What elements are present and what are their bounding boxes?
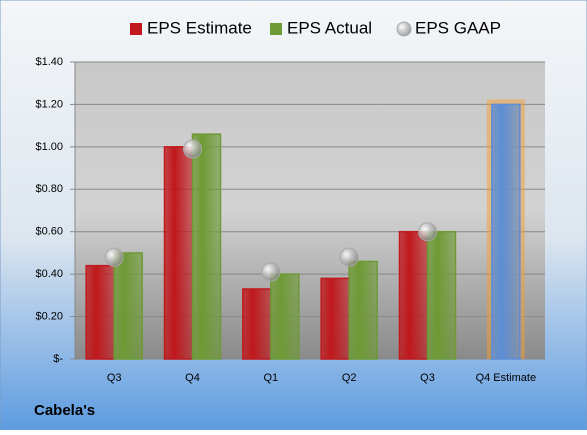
legend-marker [396,21,412,37]
x-tick-label: Q4 [185,372,200,384]
x-tick-label: Q3 [107,372,122,384]
scatter-point [104,247,124,267]
bar [426,230,457,360]
legend-marker [130,23,142,35]
x-tick-label: Q3 [420,372,435,384]
legend-label: EPS Estimate [147,18,252,37]
y-tick-label: $1.40 [35,56,63,68]
bar [163,146,194,360]
y-tick-label: $- [53,353,63,365]
x-tick-label: Q4 Estimate [476,372,537,384]
bar [320,277,350,360]
caption: Cabela's [34,402,95,419]
scatter-point [339,247,359,267]
bar [348,260,378,360]
legend-marker [270,23,282,35]
bar [113,252,143,360]
scatter-point [418,222,437,242]
y-tick-label: $0.80 [35,183,63,195]
bar [398,230,429,360]
legend-label: EPS GAAP [415,18,501,37]
plot-area [75,62,545,359]
y-tick-label: $1.20 [35,98,63,110]
y-tick-label: $0.40 [35,268,63,280]
scatter-point [183,139,202,159]
bar [491,103,521,360]
x-tick-label: Q1 [263,372,278,384]
y-tick-label: $0.20 [35,310,63,322]
legend-label: EPS Actual [287,18,372,37]
scatter-point [261,262,281,282]
y-tick-label: $0.60 [35,226,63,238]
bar [242,288,272,360]
x-tick-label: Q2 [342,372,357,384]
bar [270,273,300,360]
bar [191,133,222,360]
bar [85,264,115,360]
y-tick-label: $1.00 [35,141,63,153]
